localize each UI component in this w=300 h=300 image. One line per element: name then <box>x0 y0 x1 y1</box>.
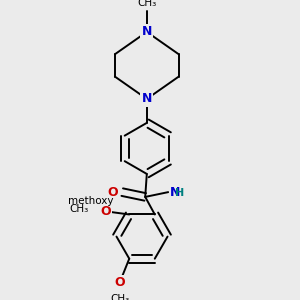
Text: O: O <box>108 186 118 199</box>
Text: N: N <box>142 26 152 38</box>
Text: H: H <box>175 188 184 198</box>
Text: CH₃: CH₃ <box>137 0 156 8</box>
Text: CH₃: CH₃ <box>70 204 89 214</box>
Text: N: N <box>170 186 180 199</box>
Text: O: O <box>100 205 111 218</box>
Text: O: O <box>114 276 125 289</box>
Text: methoxy: methoxy <box>68 196 114 206</box>
Text: CH₃: CH₃ <box>110 294 129 300</box>
Text: N: N <box>142 92 152 105</box>
